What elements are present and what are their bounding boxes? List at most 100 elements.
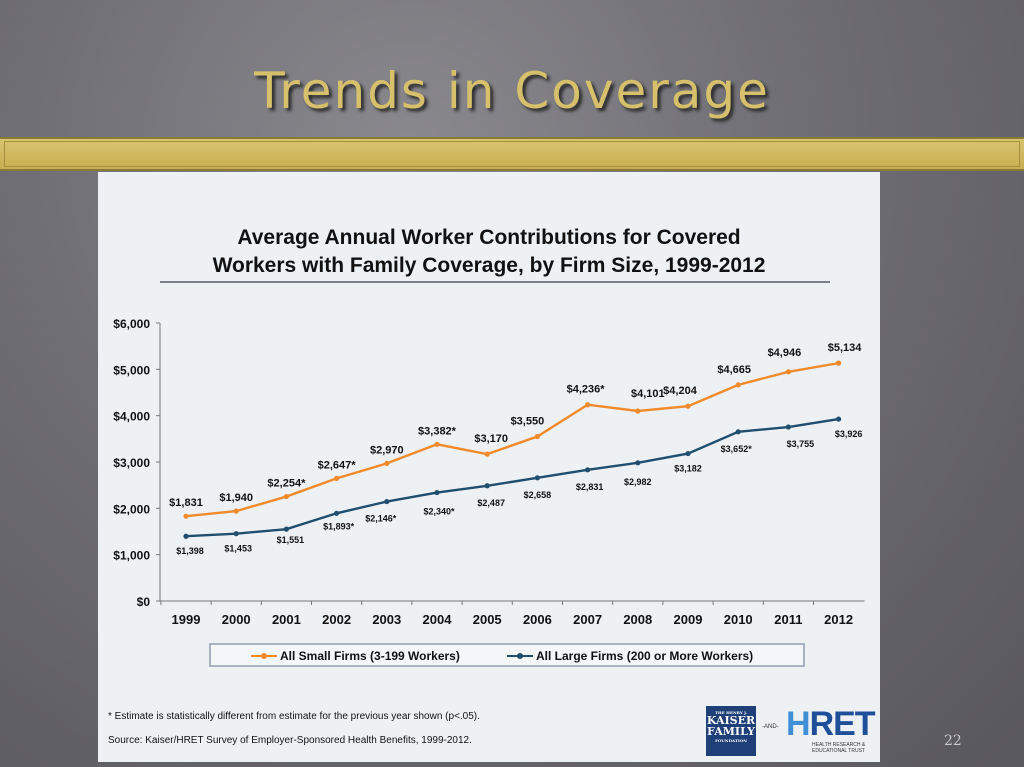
- data-label: $4,204: [663, 385, 698, 397]
- slide-number: 22: [944, 733, 962, 749]
- data-point: [735, 382, 741, 388]
- y-tick-label: $5,000: [113, 363, 150, 377]
- chart-source: Source: Kaiser/HRET Survey of Employer-S…: [108, 735, 472, 746]
- y-tick-label: $2,000: [113, 502, 150, 516]
- data-label: $2,982: [624, 477, 652, 487]
- x-tick-label: 2002: [322, 612, 351, 627]
- x-tick-label: 1999: [172, 612, 201, 627]
- kaiser-family-foundation-logo: THE HENRY J. KAISER FAMILY FOUNDATION: [706, 706, 756, 756]
- logo-and-text: -AND-: [762, 724, 779, 730]
- data-label: $3,755: [787, 439, 815, 449]
- data-point: [635, 408, 641, 414]
- data-point: [334, 475, 340, 481]
- data-label: $1,398: [176, 546, 204, 556]
- data-point: [233, 508, 239, 514]
- hret-logo: HRET HEALTH RESEARCH & EDUCATIONAL TRUST: [786, 706, 876, 758]
- data-label: $4,665: [717, 364, 751, 376]
- data-point: [334, 510, 340, 516]
- chart-legend: All Small Firms (3-199 Workers) All Larg…: [209, 643, 805, 667]
- chart-title-line-2: Workers with Family Coverage, by Firm Si…: [212, 254, 766, 277]
- data-point: [585, 402, 591, 408]
- legend-marker-large-firms: [517, 653, 523, 659]
- legend-label-large-firms: All Large Firms (200 or More Workers): [536, 649, 754, 663]
- chart-title-line-1: Average Annual Worker Contributions for …: [237, 226, 741, 249]
- data-label: $5,134: [828, 342, 863, 354]
- hret-logo-sub-2: EDUCATIONAL TRUST: [812, 748, 865, 754]
- legend-marker-small-firms: [261, 653, 267, 659]
- data-label: $1,453: [224, 544, 252, 554]
- series-line-large-firms: [185, 417, 839, 538]
- data-point: [585, 467, 591, 473]
- y-tick-label: $1,000: [113, 549, 150, 563]
- data-point: [384, 460, 390, 466]
- data-label: $1,940: [219, 492, 253, 504]
- data-label: $3,550: [511, 416, 545, 428]
- x-tick-label: 2010: [724, 612, 753, 627]
- kff-logo-kaiser: KAISER: [706, 714, 756, 727]
- data-label: $3,170: [474, 433, 508, 445]
- legend-item-large-firms: All Large Firms (200 or More Workers): [507, 647, 753, 665]
- slide-title: Trends in Coverage: [254, 62, 770, 120]
- data-point: [283, 493, 289, 500]
- data-point: [484, 451, 490, 457]
- data-label: $2,831: [576, 482, 604, 492]
- data-label: $4,236*: [567, 384, 606, 396]
- title-bar: [0, 137, 1024, 171]
- data-label: $2,254*: [267, 478, 306, 490]
- data-label: $2,658: [524, 490, 552, 500]
- y-tick-label: $3,000: [113, 456, 150, 470]
- data-point: [183, 513, 189, 519]
- data-point: [836, 360, 842, 366]
- title-bar-inner: [4, 141, 1020, 167]
- series-line-small-firms: [185, 361, 839, 518]
- data-point: [233, 531, 239, 537]
- hret-logo-ret: RET: [809, 705, 876, 743]
- data-point: [434, 489, 440, 496]
- data-point: [685, 450, 691, 457]
- legend-item-small-firms: All Small Firms (3-199 Workers): [251, 647, 460, 665]
- data-label: $2,340*: [423, 507, 455, 517]
- x-tick-label: 2005: [473, 612, 502, 627]
- chart-footnote: * Estimate is statistically different fr…: [108, 711, 480, 722]
- data-label: $1,551: [277, 535, 305, 545]
- data-point: [384, 498, 390, 505]
- legend-label-small-firms: All Small Firms (3-199 Workers): [280, 649, 460, 663]
- kff-logo-top: THE HENRY J.: [714, 710, 748, 715]
- data-label: $2,146*: [365, 514, 397, 524]
- hret-logo-word: HRET: [786, 706, 876, 742]
- x-tick-label: 2009: [674, 612, 703, 627]
- x-tick-label: 2003: [372, 612, 401, 627]
- data-label: $1,893*: [323, 521, 355, 531]
- data-label: $3,652*: [721, 444, 753, 454]
- data-point: [283, 526, 289, 532]
- x-tick-label: 2000: [222, 612, 251, 627]
- data-point: [434, 441, 440, 447]
- data-label: $3,382*: [418, 425, 457, 437]
- data-point: [785, 424, 792, 430]
- data-point: [635, 460, 641, 466]
- x-tick-label: 2008: [623, 612, 652, 627]
- legend-swatch-large-firms: [507, 653, 533, 659]
- y-tick-label: $4,000: [113, 410, 150, 424]
- x-tick-label: 2007: [573, 612, 602, 627]
- y-tick-label: $6,000: [113, 317, 150, 331]
- data-point: [685, 403, 691, 409]
- x-tick-label: 2004: [423, 612, 453, 627]
- data-point: [534, 475, 540, 481]
- data-point: [785, 369, 792, 375]
- x-tick-label: 2012: [824, 612, 853, 627]
- data-label: $2,647*: [318, 459, 357, 471]
- data-point: [534, 433, 540, 440]
- x-tick-label: 2001: [272, 612, 301, 627]
- data-point: [735, 429, 741, 435]
- title-rule: [160, 281, 830, 283]
- kff-logo-family: FAMILY: [707, 725, 755, 738]
- data-label: $3,926: [835, 429, 863, 439]
- data-label: $2,487: [477, 498, 505, 508]
- kff-logo-foundation: FOUNDATION: [715, 738, 747, 743]
- data-label: $4,101: [631, 388, 665, 400]
- data-label: $3,182: [674, 464, 702, 474]
- data-point: [484, 483, 490, 489]
- x-tick-label: 2006: [523, 612, 552, 627]
- data-point: [836, 416, 842, 422]
